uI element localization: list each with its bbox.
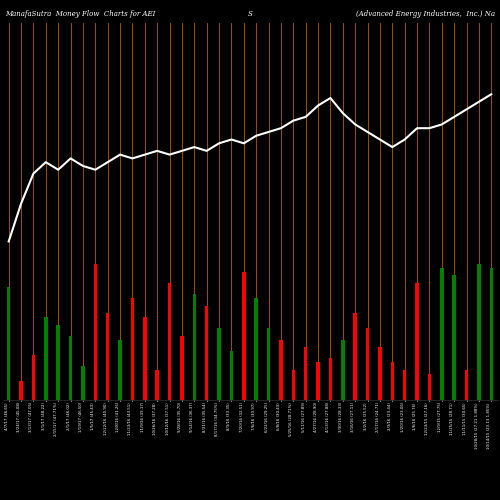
Bar <box>44 317 48 400</box>
Bar <box>7 286 10 400</box>
Bar <box>440 268 444 400</box>
Bar <box>192 294 196 400</box>
Bar <box>403 370 406 400</box>
Bar <box>416 283 419 400</box>
Text: S: S <box>248 10 252 18</box>
Bar <box>366 328 370 400</box>
Bar <box>292 370 295 400</box>
Text: ManafaSutra  Money Flow  Charts for AEI: ManafaSutra Money Flow Charts for AEI <box>5 10 156 18</box>
Bar <box>378 347 382 400</box>
Bar <box>341 340 344 400</box>
Bar <box>168 283 172 400</box>
Bar <box>118 340 122 400</box>
Bar <box>279 340 282 400</box>
Bar <box>205 306 208 400</box>
Bar <box>32 354 35 400</box>
Bar <box>218 328 221 400</box>
Bar <box>465 370 468 400</box>
Bar <box>143 317 146 400</box>
Bar <box>230 351 233 400</box>
Bar <box>81 366 84 400</box>
Bar <box>267 328 270 400</box>
Bar <box>477 264 480 400</box>
Bar <box>106 313 110 400</box>
Bar <box>354 313 357 400</box>
Bar <box>490 268 493 400</box>
Bar <box>304 347 308 400</box>
Bar <box>94 264 97 400</box>
Bar <box>20 381 23 400</box>
Bar <box>328 358 332 400</box>
Bar <box>56 324 60 400</box>
Bar <box>180 336 184 400</box>
Bar <box>156 370 159 400</box>
Bar <box>69 336 72 400</box>
Text: (Advanced Energy Industries,  Inc.) Na: (Advanced Energy Industries, Inc.) Na <box>356 10 495 18</box>
Bar <box>316 362 320 400</box>
Bar <box>242 272 246 400</box>
Bar <box>428 374 431 400</box>
Bar <box>452 276 456 400</box>
Bar <box>390 362 394 400</box>
Bar <box>130 298 134 400</box>
Bar <box>254 298 258 400</box>
